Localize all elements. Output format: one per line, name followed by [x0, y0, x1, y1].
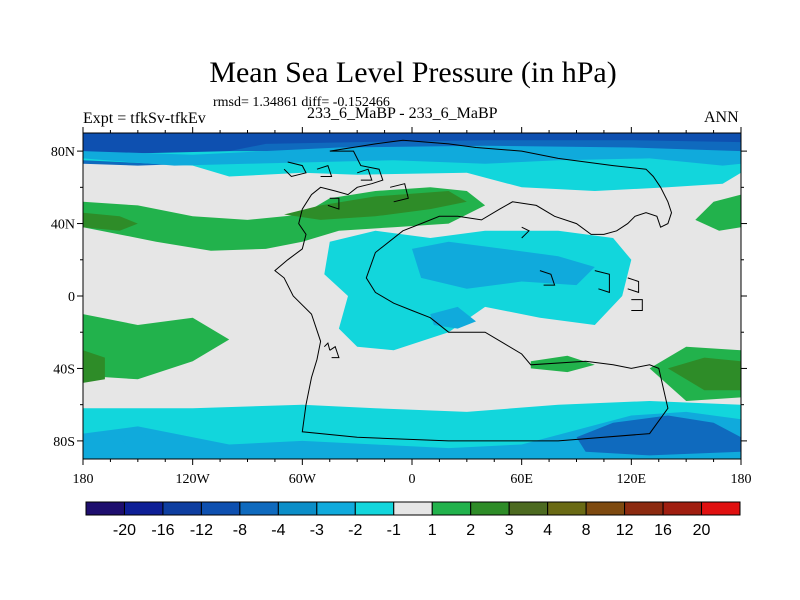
- coastline-4: [389, 183, 409, 203]
- contour-region-19: [119, 433, 157, 449]
- contour-region-6: [83, 212, 138, 231]
- contour-region-3: [83, 145, 741, 166]
- contour-region-11: [667, 357, 741, 391]
- colorbar-label-13: 12: [616, 522, 634, 539]
- coastline-6: [539, 270, 556, 286]
- colorbar-box-16: [701, 501, 741, 516]
- contour-region-17: [83, 411, 741, 459]
- colorbar-box-2: [162, 501, 202, 516]
- colorbar-box-5: [277, 501, 318, 516]
- stats-label: rmsd= 1.34861 diff= -0.152466: [213, 95, 390, 110]
- contour-region-14: [412, 241, 595, 289]
- contour-region-5: [695, 194, 741, 231]
- colorbar-label-2: -12: [190, 522, 213, 539]
- coastline-0: [274, 139, 673, 442]
- coastline-9: [631, 299, 643, 311]
- colorbar-box-4: [239, 501, 279, 516]
- colorbar-box-0: [85, 501, 125, 516]
- colorbar-label-14: 16: [654, 522, 672, 539]
- field-layer: [83, 133, 741, 459]
- colorbar-box-10: [470, 501, 510, 516]
- contour-region-8: [83, 314, 230, 380]
- colorbar-label-6: -2: [348, 522, 362, 539]
- coastline-2: [316, 164, 333, 177]
- x-tick-label-4: 60E: [510, 472, 533, 487]
- y-tick-label-1: 40N: [51, 218, 75, 233]
- contour-region-12: [530, 355, 595, 373]
- coastline-5: [327, 197, 340, 210]
- colorbar-box-1: [123, 501, 164, 516]
- season-label: ANN: [704, 109, 739, 126]
- chart-title: Mean Sea Level Pressure (in hPa): [209, 56, 617, 89]
- coastline-10: [521, 226, 530, 239]
- colorbar-box-6: [316, 501, 356, 516]
- colorbar-box-12: [547, 501, 587, 516]
- colorbar-label-3: -8: [233, 522, 247, 539]
- x-tick-label-2: 60W: [289, 472, 317, 487]
- colorbar-box-11: [508, 501, 549, 516]
- y-tick-label-2: 0: [68, 290, 75, 305]
- y-tick-label-0: 80N: [51, 145, 75, 160]
- colorbar-box-9: [431, 501, 472, 516]
- contour-region-1: [83, 133, 741, 159]
- colorbar-label-4: -4: [271, 522, 285, 539]
- runs-label: 233_6_MaBP - 233_6_MaBP: [307, 105, 498, 122]
- colorbar-label-8: 1: [428, 522, 437, 539]
- colorbar-box-15: [662, 501, 703, 516]
- x-tick-label-3: 0: [409, 472, 416, 487]
- contour-region-18: [576, 415, 741, 456]
- colorbar-label-10: 3: [505, 522, 514, 539]
- colorbar-box-3: [200, 501, 241, 516]
- colorbar-box-13: [585, 501, 626, 516]
- contour-region-15: [430, 306, 476, 329]
- colorbar-label-15: 20: [693, 522, 711, 539]
- coastline-11: [329, 345, 340, 359]
- coastline-7: [594, 270, 610, 294]
- x-tick-label-0: 180: [73, 472, 94, 487]
- coastline-12: [323, 342, 331, 351]
- contour-region-7: [284, 191, 467, 220]
- y-tick-label-4: 80S: [53, 435, 75, 450]
- coastline-1: [283, 161, 307, 178]
- colorbar-box-7: [354, 501, 395, 516]
- contour-region-9: [83, 350, 105, 383]
- colorbar-label-9: 2: [466, 522, 475, 539]
- x-tick-label-6: 180: [731, 472, 752, 487]
- x-tick-label-1: 120W: [176, 472, 211, 487]
- y-tick-label-3: 40S: [53, 362, 75, 377]
- colorbar-label-1: -16: [151, 522, 174, 539]
- colorbar-label-11: 4: [543, 522, 552, 539]
- experiment-label: Expt = tfkSv-tfkEv: [83, 110, 206, 127]
- colorbar-label-7: -1: [387, 522, 401, 539]
- coastline-8: [627, 277, 640, 294]
- colorbar-label-0: -20: [113, 522, 136, 539]
- colorbar-box-14: [624, 501, 664, 516]
- colorbar-box-8: [393, 501, 433, 516]
- x-tick-label-5: 120E: [617, 472, 647, 487]
- colorbar-label-12: 8: [582, 522, 591, 539]
- coastline-3: [357, 168, 373, 181]
- colorbar-label-5: -3: [310, 522, 324, 539]
